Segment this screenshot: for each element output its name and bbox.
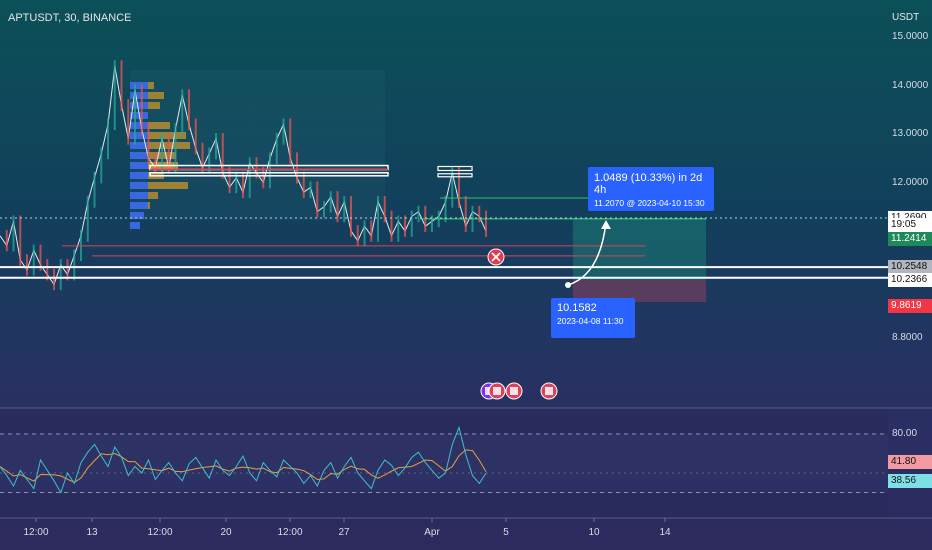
target-zone xyxy=(573,218,706,280)
price-axis-tick: 12.0000 xyxy=(892,176,929,188)
entry-label-box: 10.1582 2023-04-08 11:30 xyxy=(551,298,635,338)
target-label-box: 1.0489 (10.33%) in 2d 4h 11.2070 @ 2023-0… xyxy=(588,167,714,211)
volume-profile-bar xyxy=(130,212,144,219)
price-axis-tick: 8.8000 xyxy=(892,331,923,343)
projection-curve xyxy=(567,221,607,286)
target-change-text: 1.0489 (10.33%) in 2d 4h xyxy=(594,172,703,196)
rsi-ma-value-tag: 38.56 xyxy=(888,474,932,488)
volume-profile-bar xyxy=(130,202,148,209)
volume-profile-bar xyxy=(130,182,148,189)
time-axis-tick: 12:00 xyxy=(147,527,173,538)
volume-profile-bar xyxy=(148,132,186,139)
volume-profile-bar xyxy=(130,192,148,199)
volume-profile-bar xyxy=(148,202,150,209)
chart-annotations xyxy=(0,164,932,400)
volume-profile-bar xyxy=(148,122,170,129)
price-axis-tick: 14.0000 xyxy=(892,79,929,91)
rsi-axis-tick: 80.00 xyxy=(892,428,918,439)
volume-profile-bar xyxy=(130,92,148,99)
volume-profile-bar xyxy=(130,162,148,169)
symbol-title: APTUSDT, 30, BINANCE xyxy=(8,12,132,24)
volume-profile-bar xyxy=(130,142,148,149)
volume-profile-bar xyxy=(130,152,148,159)
time-axis-tick: 13 xyxy=(86,527,98,538)
currency-label: USDT xyxy=(892,12,920,23)
time-axis-tick: Apr xyxy=(424,527,440,538)
volume-profile-bar xyxy=(130,102,148,109)
volume-profile-bar xyxy=(130,82,148,89)
target-time-text: 11.2070 @ 2023-04-10 15:30 xyxy=(594,198,705,208)
volume-profile-bar xyxy=(130,172,148,179)
time-axis-tick: 20 xyxy=(220,527,232,538)
event-flag-icon xyxy=(510,387,518,395)
projection-start-dot xyxy=(565,282,571,288)
price-tag: 10.2548 xyxy=(888,260,932,275)
volume-profile-bar xyxy=(148,92,164,99)
supply-zone-box xyxy=(437,173,473,178)
stop-marker-icon xyxy=(491,252,501,262)
event-flag-icon xyxy=(493,387,501,395)
volume-profile-bar xyxy=(148,192,158,199)
volume-profile-bar xyxy=(130,132,148,139)
rsi-pane xyxy=(0,425,888,494)
rsi-pane-background xyxy=(0,408,888,518)
volume-profile-bar xyxy=(148,182,188,189)
event-flag-icon xyxy=(545,387,553,395)
entry-price-text: 10.1582 xyxy=(557,302,597,314)
price-tag: 10.2366 xyxy=(888,272,932,287)
price-tag: 11.2414 xyxy=(888,232,932,247)
rsi-line xyxy=(0,425,487,494)
time-axis-tick: 12:00 xyxy=(23,527,49,538)
entry-time-text: 2023-04-08 11:30 xyxy=(557,316,624,326)
price-axis-tick: 15.0000 xyxy=(892,31,929,42)
time-axis-tick: 12:00 xyxy=(277,527,303,538)
price-tag: 19:05 xyxy=(888,217,932,232)
supply-zone-box xyxy=(437,165,473,172)
rsi-value-tag: 41.80 xyxy=(888,455,932,469)
price-tag: 9.8619 xyxy=(888,299,932,314)
volume-profile-bar xyxy=(148,82,154,89)
time-axis-tick: 27 xyxy=(338,527,350,538)
price-series xyxy=(0,60,487,291)
rsi-band-fill xyxy=(0,434,888,493)
volume-profile-bar xyxy=(130,222,140,229)
supply-zone-box xyxy=(149,172,389,177)
time-axis-tick: 14 xyxy=(659,527,671,538)
volume-profile-bar xyxy=(148,102,160,109)
projection-arrowhead xyxy=(601,220,611,229)
time-axis-tick: 10 xyxy=(588,527,600,538)
time-axis-tick: 5 xyxy=(503,527,509,538)
volume-profile-bar xyxy=(130,122,148,129)
price-axis-tick: 13.0000 xyxy=(892,128,929,139)
stop-zone xyxy=(573,280,706,302)
